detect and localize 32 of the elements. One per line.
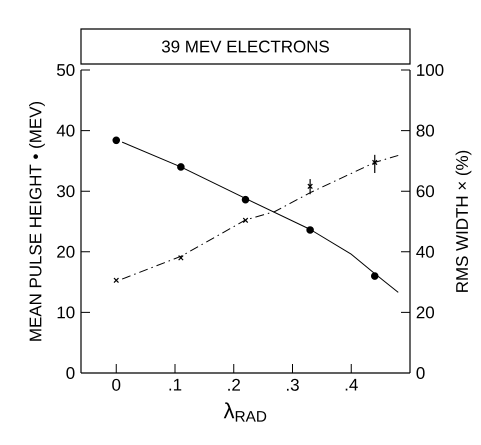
- point: [306, 226, 314, 234]
- x-axis-title: λ$_{RAD}$: [224, 402, 266, 422]
- y-tick-label: 30: [56, 185, 74, 198]
- x-tick-label: .1: [169, 378, 182, 390]
- y-tick-label: 20: [57, 246, 74, 258]
- y-axis-title: MEAN PULSE HEIGHT • (MEV): [29, 102, 45, 341]
- point: [113, 277, 120, 284]
- point: [372, 160, 378, 166]
- chart-title: 39 MEV ELECTRONS: [162, 40, 329, 53]
- point: [242, 217, 248, 224]
- y2-tick-label: 100: [417, 64, 444, 76]
- x-tick-label: .2: [228, 378, 240, 391]
- y2-tick-label: 80: [416, 124, 434, 137]
- y-tick-label: 50: [56, 64, 74, 76]
- x-tick-label: .3: [286, 378, 299, 391]
- y2-axis-title: RMS WIDTH × (%): [456, 150, 472, 292]
- y2-tick-label: 0: [416, 367, 425, 379]
- x-tick-label: .4: [346, 378, 358, 390]
- y2-tick-label: 40: [416, 246, 434, 258]
- y-tick-label: 0: [66, 367, 74, 379]
- point: [307, 184, 313, 190]
- line-series: [122, 142, 399, 293]
- point: [370, 272, 379, 280]
- x-tick-label: 0: [112, 378, 120, 391]
- y-tick-label: 10: [58, 306, 74, 318]
- y-tick-label: 40: [56, 124, 74, 137]
- point: [242, 196, 250, 204]
- y2-tick-label: 60: [416, 185, 434, 198]
- point: [112, 136, 120, 144]
- y2-tick-label: 20: [416, 306, 434, 318]
- point: [178, 255, 184, 261]
- point: [177, 163, 185, 171]
